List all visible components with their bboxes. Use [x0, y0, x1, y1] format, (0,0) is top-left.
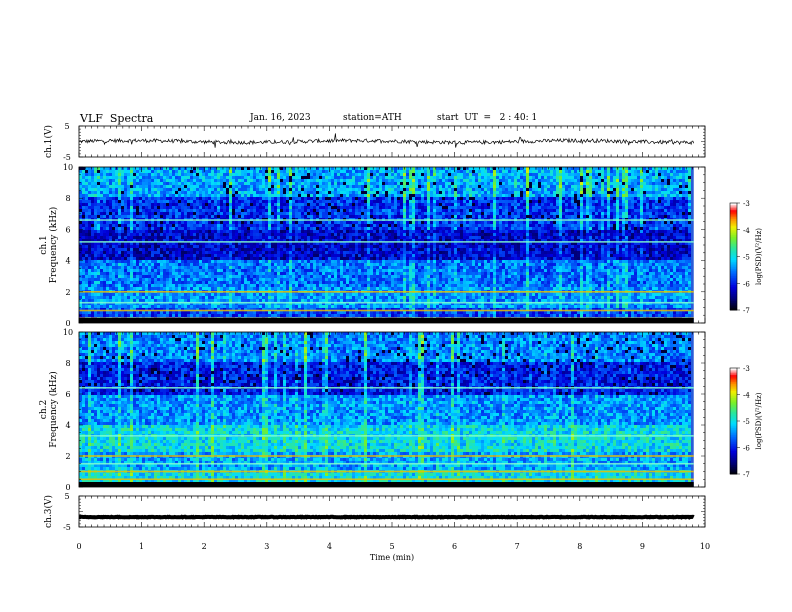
band-line-1-2 [79, 301, 694, 304]
spectrogram-cells-2 [79, 332, 691, 485]
low-freq-strip-1 [79, 318, 694, 323]
band-line-2-4 [79, 435, 694, 437]
band-line-1-5 [79, 219, 694, 221]
y-tick-label-1-1: 2 [65, 288, 70, 297]
y-axis-label-1-line-1: Frequency (kHz) [48, 207, 59, 284]
x-tick-label-3: 3 [264, 542, 269, 551]
waveform-trace-0 [78, 133, 695, 148]
band-line-1-1 [79, 309, 694, 312]
x-tick-label-10: 10 [700, 542, 710, 551]
start-time-label: start UT = 2 : 40: 1 [437, 113, 537, 123]
colorbar-tick-label-1-4: -7 [743, 307, 750, 315]
x-axis-label: Time (min) [370, 553, 414, 562]
band-line-2-3 [79, 455, 694, 457]
colorbar-label-text-2: log(PSD)(V²/Hz) [755, 392, 763, 449]
band-line-2-0 [79, 478, 694, 481]
y-tick-label-1-0: 0 [65, 319, 70, 328]
y-axis-label-3-line-0: ch.3(V) [43, 495, 54, 528]
colorbar-tick-label-1-3: -6 [743, 280, 750, 288]
band-line-2-2 [79, 462, 694, 465]
x-tick-label-9: 9 [640, 542, 645, 551]
chart-title: VLF Spectra [80, 112, 153, 125]
y-tick-label-1-4: 8 [65, 194, 70, 203]
y-axis-label-1-line-0: ch.1 [39, 235, 49, 254]
x-tick-label-7: 7 [515, 542, 520, 551]
y-tick-label-1-3: 6 [65, 225, 70, 234]
colorbar-tick-label-1-0: -3 [743, 200, 750, 208]
y-tick-label-3-0: 5 [64, 492, 69, 501]
y-tick-label-2-5: 10 [63, 328, 73, 337]
y-tick-label-2-2: 4 [65, 421, 70, 430]
y-tick-label-1-5: 10 [63, 163, 73, 172]
station-label: station=ATH [343, 113, 402, 123]
colorbar-tick-label-1-1: -4 [743, 227, 750, 235]
y-tick-label-0-1: -5 [63, 153, 71, 162]
y-axis-label-2-line-1: Frequency (kHz) [48, 371, 59, 448]
band-line-2-1 [79, 470, 694, 473]
colorbar-label-text-1: log(PSD)(V²/Hz) [755, 228, 763, 285]
colorbar-label-1: log(PSD)(V²/Hz) [755, 228, 763, 285]
x-tick-label-4: 4 [327, 542, 332, 551]
x-tick-label-5: 5 [389, 542, 394, 551]
colorbar-tick-label-1-2: -5 [743, 254, 750, 262]
x-tick-label-6: 6 [452, 542, 457, 551]
y-axis-label-2: ch.2 Frequency (kHz) [39, 371, 59, 448]
x-tick-label-0: 0 [76, 542, 81, 551]
x-tick-label-1: 1 [139, 542, 144, 551]
x-tick-label-8: 8 [577, 542, 582, 551]
y-tick-label-3-1: -5 [63, 523, 71, 532]
y-axis-label-0-line-0: ch.1(V) [43, 125, 54, 158]
colorbar-tick-label-2-4: -7 [743, 471, 750, 479]
y-tick-label-2-3: 6 [65, 390, 70, 399]
y-tick-label-1-2: 4 [65, 257, 70, 266]
low-freq-strip-2 [79, 482, 694, 487]
y-axis-label-0: ch.1(V) [43, 125, 54, 158]
waveform-trace-3 [78, 514, 695, 520]
colorbar-2 [730, 368, 737, 475]
date-label: Jan. 16, 2023 [250, 113, 311, 123]
y-tick-label-0-0: 5 [64, 122, 69, 131]
y-axis-label-1: ch.1 Frequency (kHz) [39, 207, 59, 284]
colorbar-tick-label-2-1: -4 [743, 392, 750, 400]
band-line-1-4 [79, 241, 694, 243]
band-line-2-5 [79, 387, 694, 389]
colorbar-label-2: log(PSD)(V²/Hz) [755, 392, 763, 449]
y-tick-label-2-0: 0 [65, 483, 70, 492]
x-tick-label-2: 2 [202, 542, 207, 551]
y-tick-label-2-4: 8 [65, 359, 70, 368]
colorbar-tick-label-2-0: -3 [743, 365, 750, 373]
spectrogram-cells-1 [79, 167, 691, 323]
colorbar-tick-label-2-2: -5 [743, 418, 750, 426]
y-tick-label-2-1: 2 [65, 452, 70, 461]
colorbar-tick-label-2-3: -6 [743, 445, 750, 453]
y-axis-label-3: ch.3(V) [43, 495, 54, 528]
y-axis-label-2-line-0: ch.2 [39, 400, 49, 419]
band-line-1-3 [79, 291, 694, 293]
colorbar-1 [730, 203, 737, 311]
